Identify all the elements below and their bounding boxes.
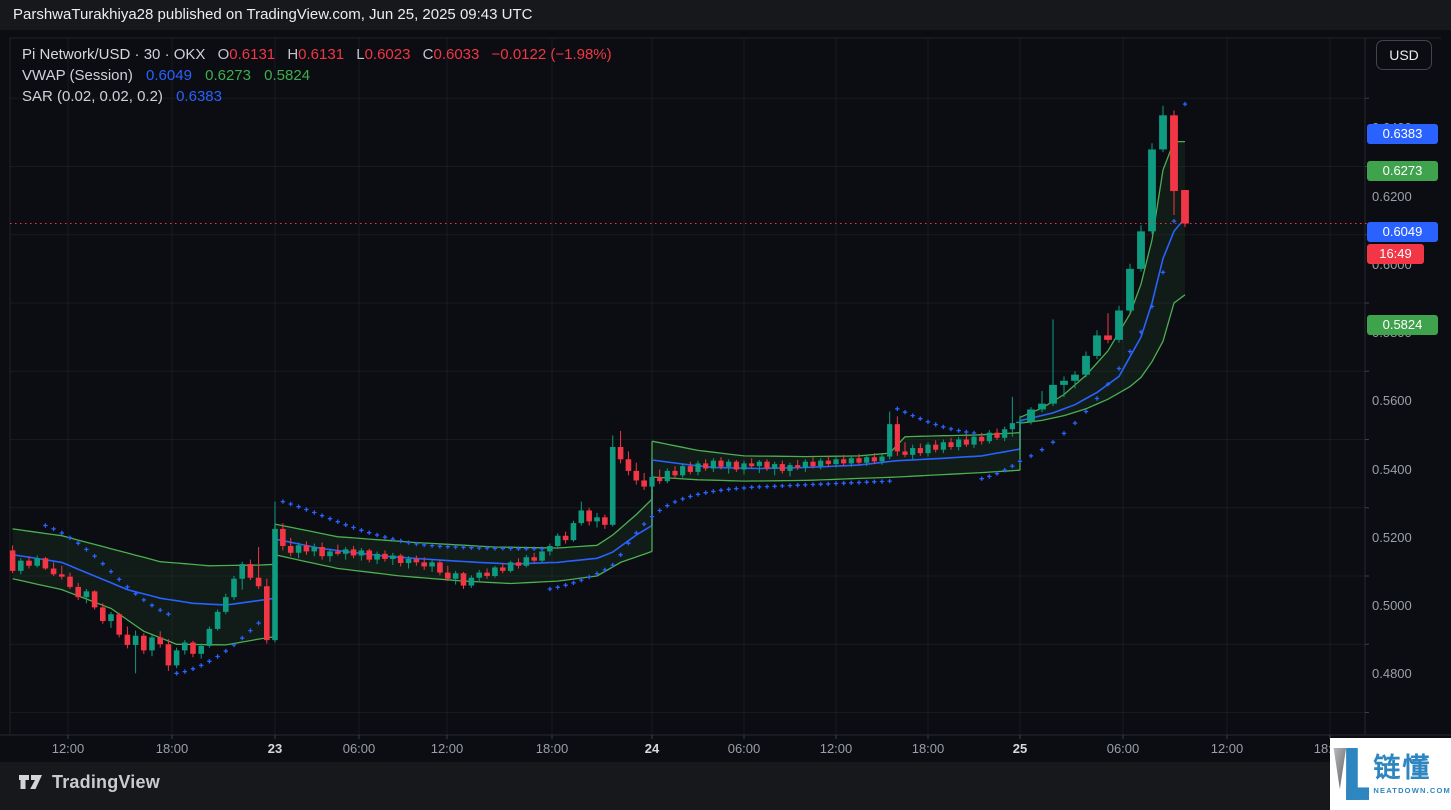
publish-info-bar: ParshwaTurakhiya28 published on TradingV… [0, 0, 1451, 30]
legend-sar-row[interactable]: SAR (0.02, 0.02, 0.2) 0.6383 [22, 86, 612, 107]
chart-legend: Pi Network/USD · 30 · OKX O0.6131 H0.613… [22, 44, 612, 107]
close-value: 0.6033 [433, 46, 480, 63]
change-value: −0.0122 (−1.98%) [491, 46, 612, 63]
open-label: O [217, 46, 230, 63]
tradingview-icon [19, 774, 42, 789]
legend-vwap-row[interactable]: VWAP (Session) 0.6049 0.6273 0.5824 [22, 65, 612, 86]
neatdown-logo-icon [1333, 748, 1370, 800]
footer-bar: TradingView [0, 762, 1451, 810]
open-value: 0.6131 [229, 46, 276, 63]
neatdown-cn-text: 链懂 [1373, 753, 1432, 783]
currency-toggle-button[interactable]: USD [1376, 40, 1432, 70]
vwap-indicator-label[interactable]: VWAP (Session) [22, 67, 133, 84]
interval-value[interactable]: 30 [143, 46, 161, 63]
vwap-upper-value: 0.6273 [205, 67, 251, 84]
neatdown-watermark-link[interactable]: 链懂 NEATDOWN.COM [1330, 738, 1451, 810]
low-value: 0.6023 [364, 46, 411, 63]
neatdown-text-block: 链懂 NEATDOWN.COM [1373, 753, 1451, 795]
high-label: H [287, 46, 299, 63]
exchange-name[interactable]: OKX [173, 46, 206, 63]
tradingview-logo-link[interactable]: TradingView [18, 772, 160, 793]
neatdown-site-text: NEATDOWN.COM [1373, 786, 1451, 795]
symbol-name[interactable]: Pi Network/USD [22, 46, 131, 63]
legend-symbol-row[interactable]: Pi Network/USD · 30 · OKX O0.6131 H0.613… [22, 46, 612, 63]
tradingview-brand-text: TradingView [52, 772, 160, 792]
publish-info-text: ParshwaTurakhiya28 published on TradingV… [13, 6, 533, 23]
vwap-value: 0.6049 [146, 67, 192, 84]
vwap-lower-value: 0.5824 [264, 67, 311, 84]
close-label: C [422, 46, 434, 63]
low-label: L [356, 46, 365, 63]
high-value: 0.6131 [298, 46, 345, 63]
chart-canvas[interactable] [0, 30, 1451, 762]
sar-value: 0.6383 [176, 88, 222, 105]
sar-indicator-label[interactable]: SAR (0.02, 0.02, 0.2) [22, 88, 163, 105]
